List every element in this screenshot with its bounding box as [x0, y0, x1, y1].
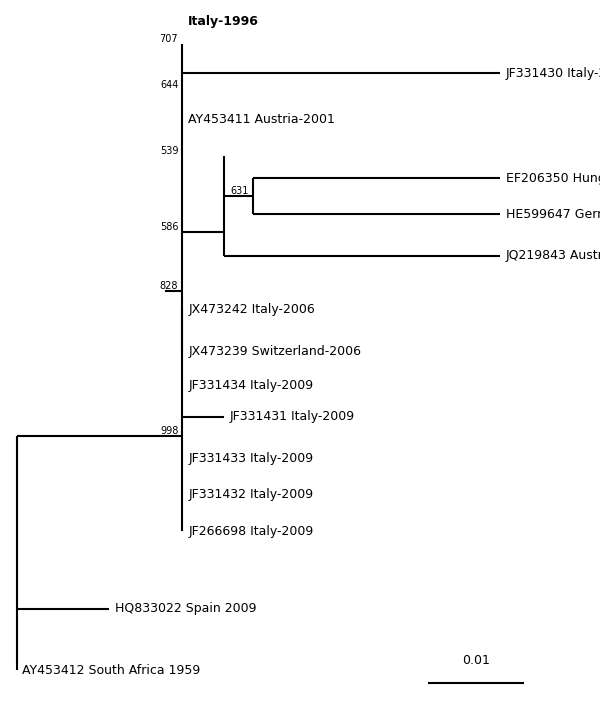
Text: 998: 998 — [160, 426, 178, 437]
Text: JF266698 Italy-2009: JF266698 Italy-2009 — [188, 525, 314, 538]
Text: JX473239 Switzerland-2006: JX473239 Switzerland-2006 — [188, 345, 361, 358]
Text: HE599647 Germany-2011: HE599647 Germany-2011 — [506, 208, 600, 220]
Text: JF331433 Italy-2009: JF331433 Italy-2009 — [188, 452, 313, 465]
Text: Italy-1996: Italy-1996 — [188, 15, 259, 28]
Text: JF331431 Italy-2009: JF331431 Italy-2009 — [229, 410, 355, 423]
Text: JQ219843 Austria-2002: JQ219843 Austria-2002 — [506, 249, 600, 262]
Text: 644: 644 — [160, 80, 178, 90]
Text: AY453412 South Africa 1959: AY453412 South Africa 1959 — [22, 663, 201, 676]
Text: 828: 828 — [160, 281, 178, 292]
Text: 631: 631 — [230, 186, 249, 196]
Text: 539: 539 — [160, 146, 178, 157]
Text: JF331430 Italy-2009: JF331430 Italy-2009 — [506, 67, 600, 80]
Text: JX473242 Italy-2006: JX473242 Italy-2006 — [188, 303, 315, 316]
Text: 586: 586 — [160, 223, 178, 233]
Text: 707: 707 — [160, 34, 178, 44]
Text: HQ833022 Spain 2009: HQ833022 Spain 2009 — [115, 602, 256, 615]
Text: AY453411 Austria-2001: AY453411 Austria-2001 — [188, 113, 335, 126]
Text: JF331434 Italy-2009: JF331434 Italy-2009 — [188, 379, 313, 392]
Text: 0.01: 0.01 — [463, 654, 490, 667]
Text: EF206350 Hungary-2005: EF206350 Hungary-2005 — [506, 172, 600, 185]
Text: JF331432 Italy-2009: JF331432 Italy-2009 — [188, 488, 313, 500]
